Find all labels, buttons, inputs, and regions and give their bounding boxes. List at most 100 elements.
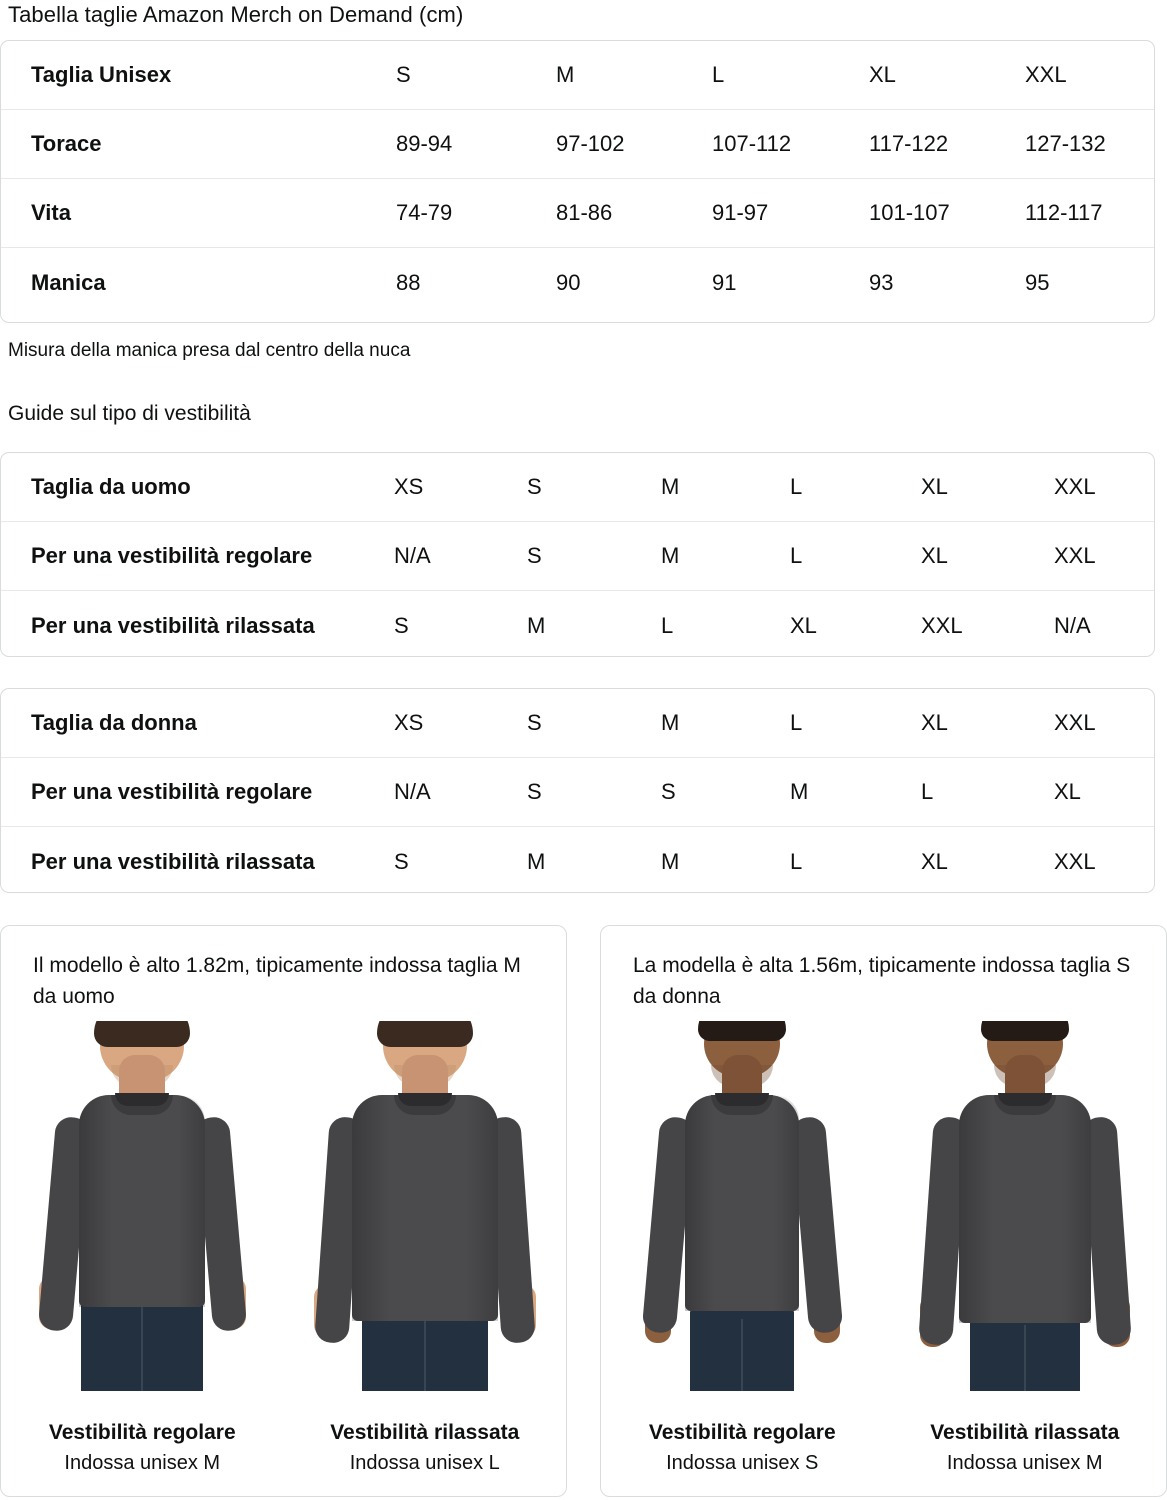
cell: XXL <box>921 612 963 638</box>
female-regular-caption: Vestibilità regolare Indossa unisex S <box>601 1418 884 1478</box>
row-label: Per una vestibilità regolare <box>31 543 313 568</box>
cell: N/A <box>394 779 431 804</box>
hair <box>376 1021 473 1047</box>
cell: 90 <box>556 269 581 295</box>
table-row: Per una vestibilità rilassata S M M L XL… <box>1 827 1154 892</box>
size-header-m: M <box>556 62 575 87</box>
row-label: Manica <box>31 269 106 295</box>
cell: M <box>527 848 546 874</box>
cell: M <box>661 848 680 874</box>
size-label: Indossa unisex M <box>946 1452 1103 1474</box>
table-header-row: Taglia Unisex S M L XL XXL <box>1 41 1154 110</box>
table-row: Manica 88 90 91 93 95 <box>1 248 1154 317</box>
hair <box>698 1021 787 1041</box>
cell: XL <box>790 612 817 638</box>
size-header-xxl: XXL <box>1054 710 1096 735</box>
cell: 101-107 <box>869 200 950 225</box>
male-model-card: Il modello è alto 1.82m, tipicamente ind… <box>0 925 567 1497</box>
cell: 107-112 <box>712 131 792 156</box>
cell: XXL <box>1054 848 1096 874</box>
cell: 112-117 <box>1025 200 1103 225</box>
female-relaxed-fit-photo <box>883 1021 1167 1391</box>
cell: N/A <box>1054 612 1091 638</box>
male-figure-regular <box>1 1021 284 1391</box>
row-label: Taglia da uomo <box>31 474 191 499</box>
female-model-card: La modella è alta 1.56m, tipicamente ind… <box>600 925 1167 1497</box>
size-header-s: S <box>527 474 542 499</box>
men-fit-table: Taglia da uomo XS S M L XL XXL Per una v… <box>0 452 1155 657</box>
unisex-size-table: Taglia Unisex S M L XL XXL Torace 89-94 … <box>0 40 1155 323</box>
male-model-height-note: Il modello è alto 1.82m, tipicamente ind… <box>33 954 521 1008</box>
cell: M <box>790 779 809 804</box>
male-caption-strip: Vestibilità regolare Indossa unisex M Ve… <box>1 1418 566 1478</box>
cell: N/A <box>394 543 431 568</box>
female-figure-relaxed <box>884 1021 1167 1391</box>
size-label: Indossa unisex M <box>64 1452 221 1474</box>
size-header-xl: XL <box>921 474 948 499</box>
cell: 91 <box>712 269 737 295</box>
male-figure-relaxed <box>284 1021 567 1391</box>
fit-label: Vestibilità regolare <box>48 1421 236 1444</box>
size-label: Indossa unisex L <box>349 1452 500 1474</box>
male-regular-fit-photo <box>1 1021 284 1391</box>
cell: S <box>527 543 542 568</box>
row-label: Per una vestibilità rilassata <box>31 612 315 638</box>
size-header-m: M <box>661 474 680 499</box>
cell: XXL <box>1054 543 1096 568</box>
cell: L <box>661 612 674 638</box>
size-header-l: L <box>790 474 803 499</box>
cell: L <box>790 848 803 874</box>
table-row: Torace 89-94 97-102 107-112 117-122 127-… <box>1 110 1154 179</box>
cell: S <box>661 779 676 804</box>
cell: S <box>394 612 409 638</box>
size-header-l: L <box>712 62 725 87</box>
row-label: Per una vestibilità regolare <box>31 779 313 804</box>
size-header-xs: XS <box>394 710 424 735</box>
page-title: Tabella taglie Amazon Merch on Demand (c… <box>8 2 464 27</box>
cell: XL <box>1054 779 1081 804</box>
hair <box>980 1021 1069 1041</box>
male-regular-caption: Vestibilità regolare Indossa unisex M <box>1 1418 284 1478</box>
sleeve-measure-note: Misura della manica presa dal centro del… <box>8 340 411 361</box>
cell: S <box>394 848 409 874</box>
table-header-row: Taglia da donna XS S M L XL XXL <box>1 689 1154 758</box>
row-label: Per una vestibilità rilassata <box>31 848 315 874</box>
row-label: Vita <box>31 200 71 225</box>
women-fit-table: Taglia da donna XS S M L XL XXL Per una … <box>0 688 1155 893</box>
size-header-xl: XL <box>869 62 896 87</box>
female-photo-strip <box>601 1021 1166 1391</box>
fit-label: Vestibilità rilassata <box>330 1421 520 1444</box>
cell: 91-97 <box>712 200 769 225</box>
cell: 89-94 <box>396 131 453 156</box>
table-row: Per una vestibilità regolare N/A S S M L… <box>1 758 1154 827</box>
fit-guide-heading: Guide sul tipo di vestibilità <box>8 402 251 425</box>
row-label: Taglia Unisex <box>31 62 172 87</box>
size-header-s: S <box>396 62 411 87</box>
table-row: Per una vestibilità regolare N/A S M L X… <box>1 522 1154 591</box>
female-model-height-note: La modella è alta 1.56m, tipicamente ind… <box>633 954 1131 1008</box>
size-header-s: S <box>527 710 542 735</box>
size-header-l: L <box>790 710 803 735</box>
cell: 127-132 <box>1025 131 1106 156</box>
size-header-xxl: XXL <box>1025 62 1067 87</box>
cell: M <box>527 612 546 638</box>
cell: 117-122 <box>869 131 949 156</box>
female-regular-fit-photo <box>601 1021 884 1391</box>
fit-label: Vestibilità regolare <box>648 1421 836 1444</box>
cell: 81-86 <box>556 200 613 225</box>
row-label: Taglia da donna <box>31 710 197 735</box>
cell: XL <box>921 848 948 874</box>
size-label: Indossa unisex S <box>666 1452 819 1474</box>
male-relaxed-caption: Vestibilità rilassata Indossa unisex L <box>284 1418 567 1478</box>
cell: 97-102 <box>556 131 625 156</box>
cell: 93 <box>869 269 894 295</box>
row-label: Torace <box>31 131 102 156</box>
male-photo-strip <box>1 1021 566 1391</box>
table-row: Per una vestibilità rilassata S M L XL X… <box>1 591 1154 656</box>
size-header-m: M <box>661 710 680 735</box>
size-header-xxl: XXL <box>1054 474 1096 499</box>
male-relaxed-fit-photo <box>283 1021 567 1391</box>
table-row: Vita 74-79 81-86 91-97 101-107 112-117 <box>1 179 1154 248</box>
cell: 95 <box>1025 269 1050 295</box>
female-figure-regular <box>601 1021 884 1391</box>
